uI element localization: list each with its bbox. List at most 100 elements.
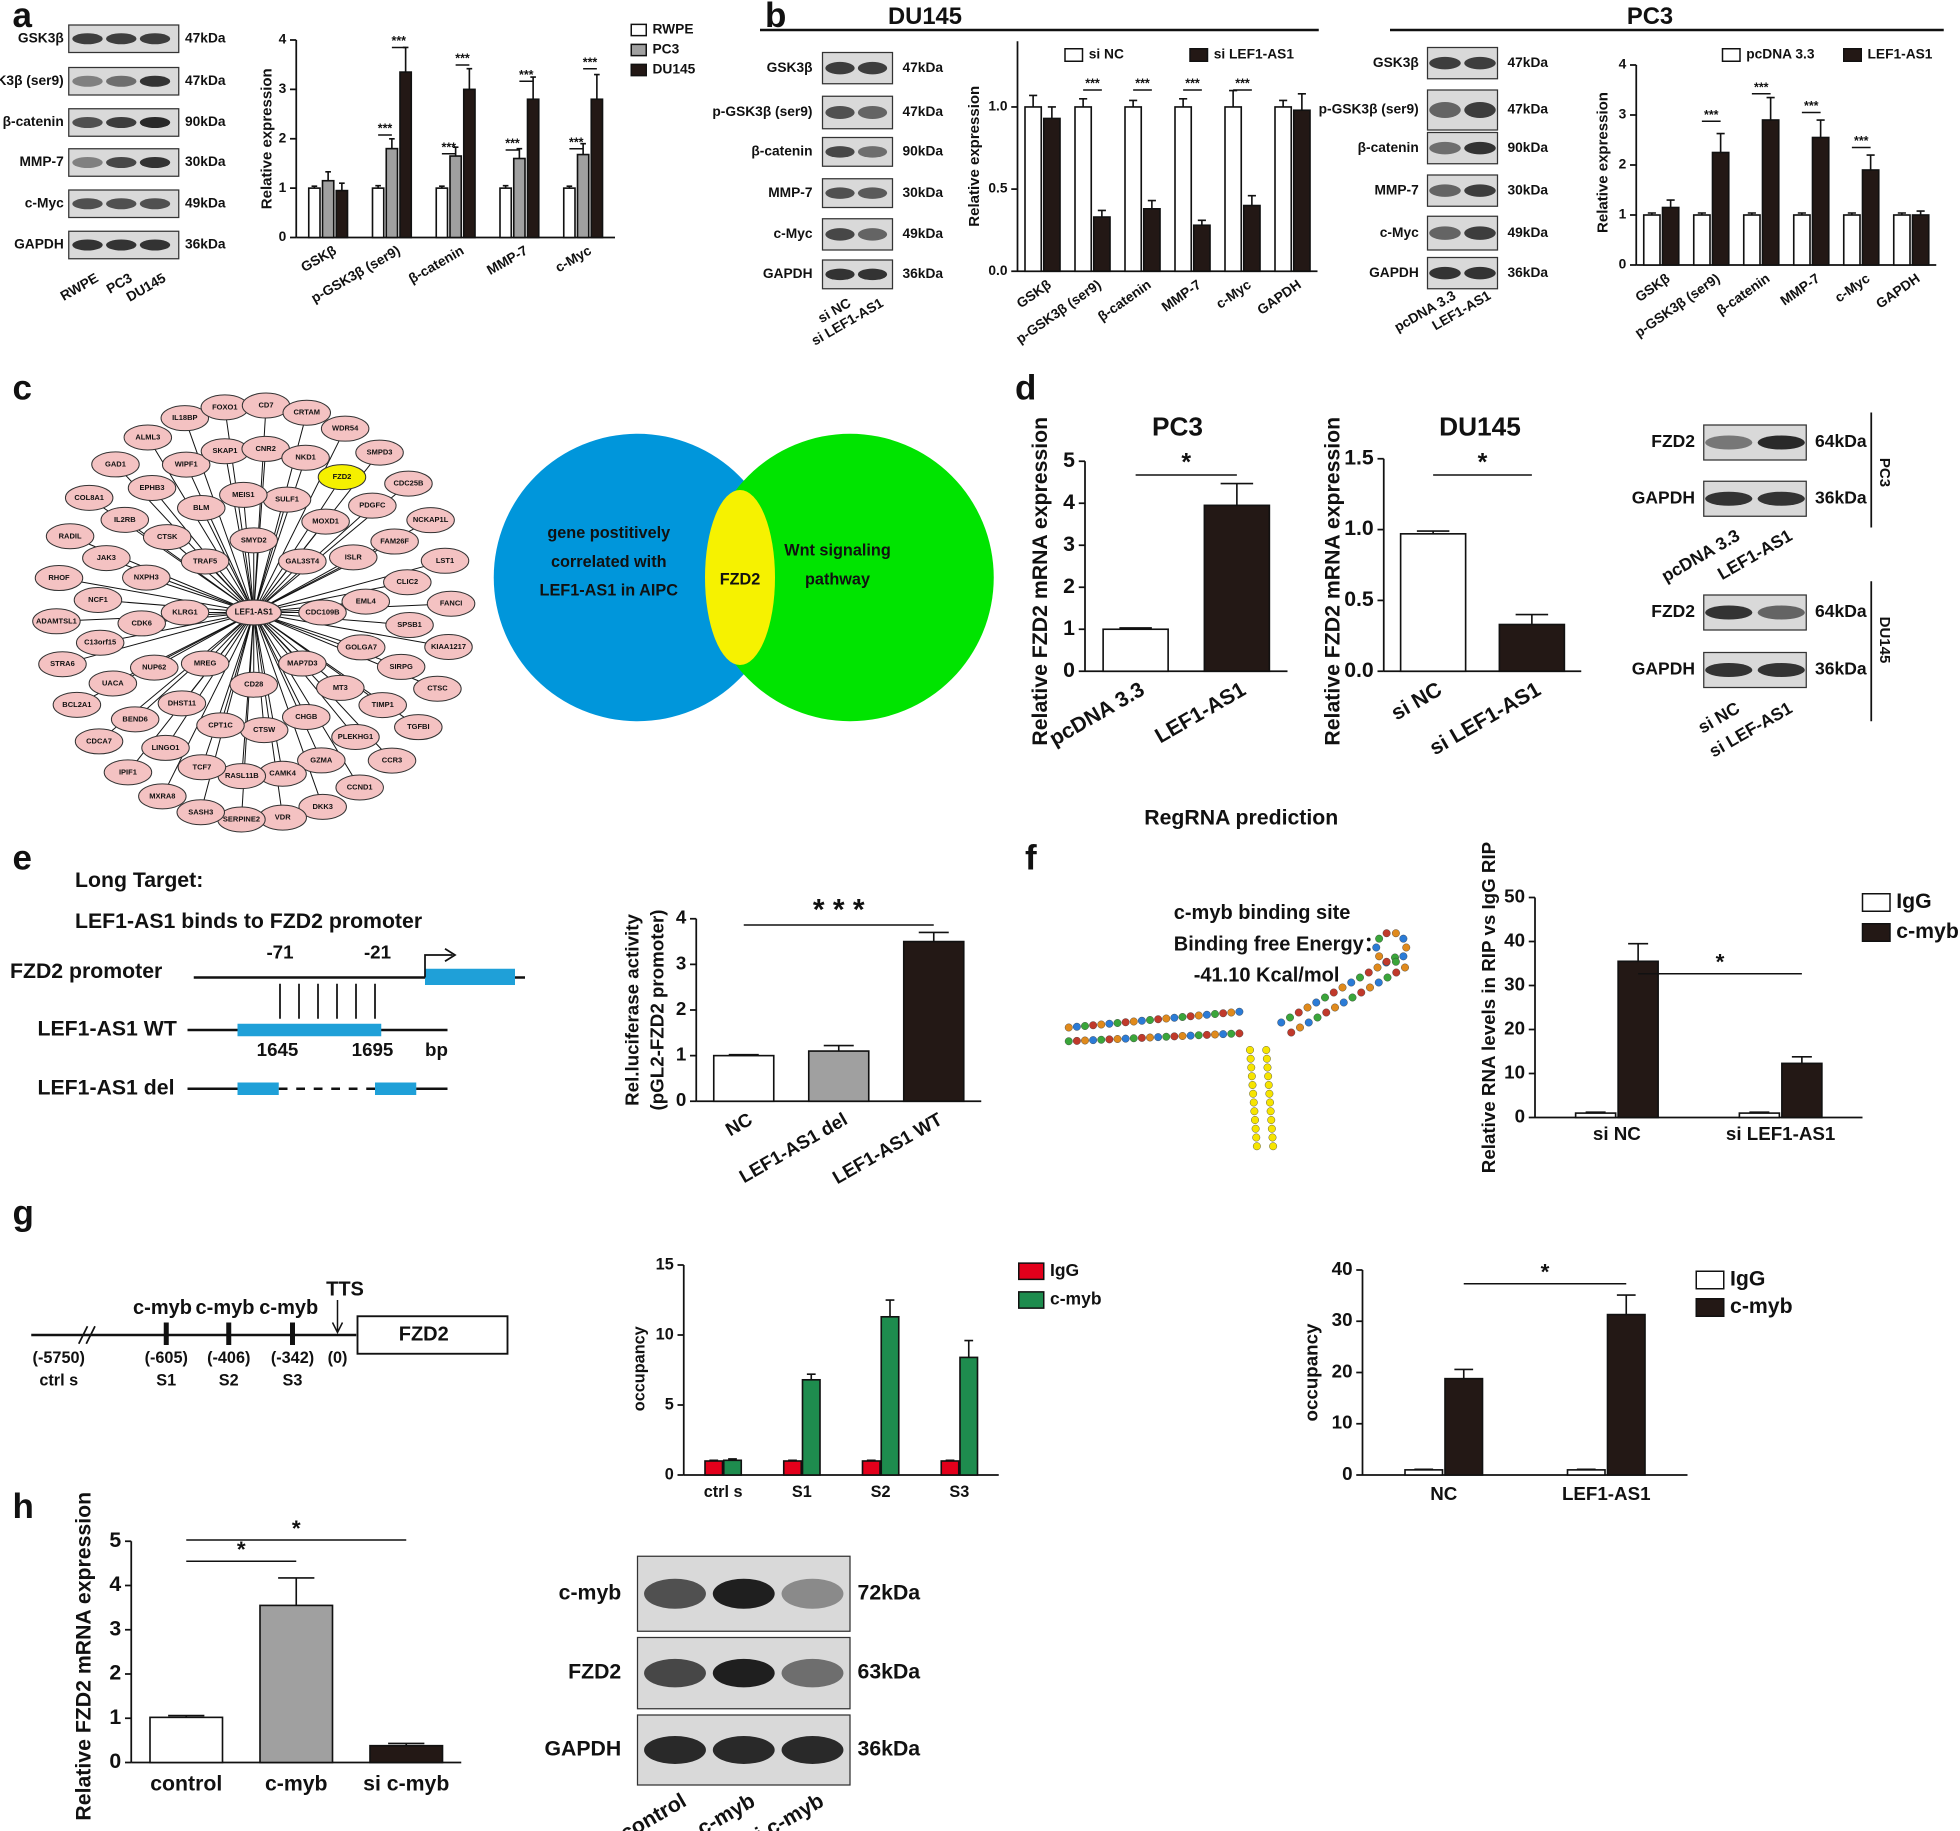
network-node [383,569,432,596]
network-edge [166,536,255,613]
network-node-label: GOLGA7 [345,642,377,651]
legend-swatch [1861,922,1891,942]
y-tick-label: 4 [1619,57,1627,72]
rna-base [1296,1023,1304,1032]
network-node [73,586,123,613]
rna-base [1248,1081,1257,1089]
rna-base [1246,1046,1254,1054]
network-node-label: FOXO1 [212,402,237,411]
error-bar [1279,99,1288,107]
bar [1842,214,1861,266]
rna-base [1219,1009,1228,1018]
network-node [34,565,84,592]
network-node [176,799,226,826]
position-label: -21 [364,942,391,963]
rna-base [1277,1018,1286,1027]
error-bar [1297,93,1306,111]
x-tick-label: c-Myc [1213,277,1254,312]
diagram-label: LEF1-AS1 del [38,1075,175,1099]
y-tick-label: 0.5 [988,181,1007,196]
y-axis-label: Relative FZD2 mRNA expression [72,1492,96,1821]
error-bar [1628,942,1649,962]
error-bar [1576,1468,1596,1471]
network-node [335,774,384,801]
position-label: -71 [266,942,293,963]
y-tick-label: 0 [1342,1463,1352,1484]
x-tick-label: LEF1-AS1 [1151,677,1250,748]
rna-base [1391,929,1400,938]
bar [435,187,449,239]
network-node [82,545,131,572]
rna-base [1303,1003,1312,1012]
bar [722,1459,743,1476]
blot-band [857,228,888,241]
network-node [142,524,192,551]
blot-size: 90kDa [903,144,944,159]
bar [959,1356,979,1476]
network-node [384,470,433,497]
network-node-label: RADIL [59,531,82,540]
error-bar [278,1577,315,1606]
significance-label: * [1541,1260,1550,1285]
blot-band [106,33,137,45]
blot-band [106,157,137,168]
network-node [355,439,404,466]
rna-base [1348,993,1357,1002]
legend-label: c-myb [1896,919,1959,943]
promoter-box [425,968,515,985]
network-node [74,728,124,755]
network-node-label: DHST11 [168,698,196,707]
rna-base [1321,993,1329,1002]
network-node [38,651,87,678]
blot-size: 64kDa [1815,601,1867,621]
error-bar [945,1459,955,1462]
y-tick-label: 20 [1504,1017,1525,1038]
blot-protein: MMP-7 [768,185,813,200]
network-node-label: CDCA7 [86,736,112,745]
venn-left-label: LEF1-AS1 in AIPC [540,582,679,600]
bar [1292,109,1311,273]
blot-band [857,146,888,158]
network-node-label: CAMK4 [269,769,296,778]
chip-site [163,1322,169,1345]
site-name: S3 [283,1372,303,1390]
blot-lane: control [616,1788,690,1831]
x-tick-label: S1 [792,1483,812,1501]
rna-base [1064,1037,1073,1046]
blot-band [1757,435,1805,450]
bar [1642,214,1661,266]
error-bar [566,185,573,189]
bar [1574,1112,1617,1119]
y-tick-label: 50 [1504,885,1525,906]
x-tick-label: GSKβ [1014,277,1054,311]
blot-band [1705,663,1753,677]
y-tick-label: 1 [279,180,287,195]
rna-base [1331,1003,1339,1012]
venn-left-label: gene postitively [547,524,670,542]
blot-band [781,1658,844,1688]
blot-size: 90kDa [185,114,226,129]
blot-band [781,1736,844,1764]
diagram-subtitle: LEF1-AS1 binds to FZD2 promoter [75,909,422,933]
blot-band [106,116,137,128]
bar [1781,1062,1823,1119]
rna-base [1113,1019,1122,1027]
blot-band [825,61,855,75]
rna-base [1252,1142,1261,1151]
gene-label: FZD2 [399,1323,449,1345]
bar [1498,623,1566,673]
blot-size: 36kDa [185,237,226,252]
rna-base [1374,978,1383,987]
bar [782,1460,803,1476]
rna-base [1339,998,1348,1007]
y-tick-label: 2 [1619,157,1627,172]
rna-base [1250,1107,1259,1116]
tss-arrow [424,948,457,978]
legend-swatch [1017,1262,1045,1281]
blot-lane: RWPE [58,270,101,303]
rna-base [1312,998,1321,1007]
y-axis-label: occupancy [630,1326,648,1411]
blot-band [72,75,103,87]
blot-cell-line: PC3 [1876,458,1893,487]
